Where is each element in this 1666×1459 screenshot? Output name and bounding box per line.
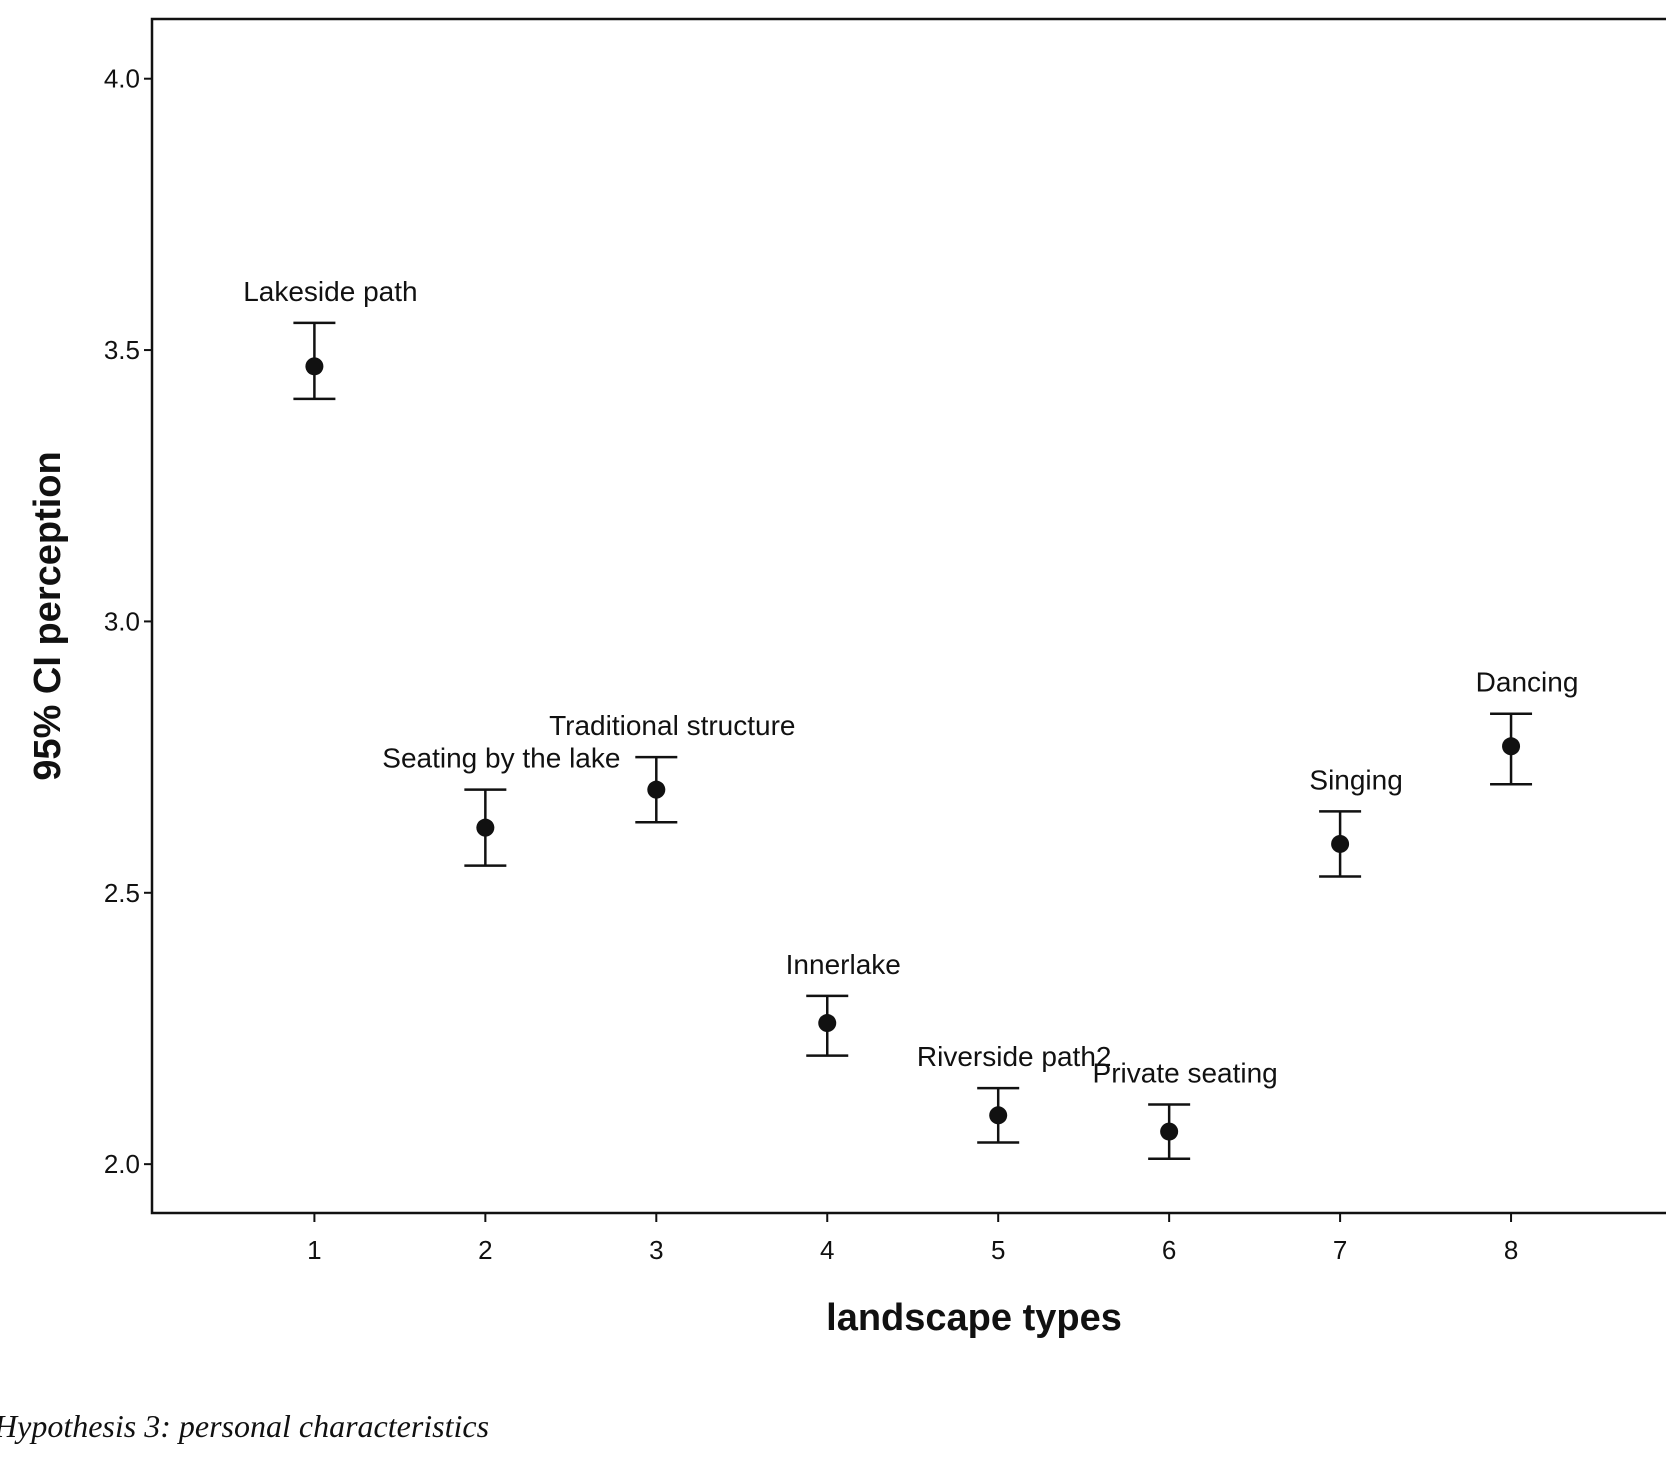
- point-label: Seating by the lake: [382, 743, 620, 774]
- y-axis-title: 95% CI perception: [27, 451, 69, 780]
- point-label: Dancing: [1476, 667, 1579, 698]
- point-label: Singing: [1309, 764, 1402, 795]
- data-point: [1160, 1122, 1179, 1141]
- chart: 2.0 2.5 3.0 3.5 4.0 1 2 3 4 5 6 7 8 Lakeside path Se…: [27, 17, 1666, 1339]
- plot-frame: [150, 17, 1666, 1215]
- x-tick-label: 1: [307, 1235, 321, 1265]
- point-label: Lakeside path: [243, 276, 417, 307]
- data-point: [989, 1106, 1008, 1125]
- data-point-group: Seating by the lake: [382, 743, 620, 867]
- x-tick-label: 5: [991, 1235, 1005, 1265]
- point-label: Riverside path2: [917, 1041, 1112, 1072]
- y-axis: 2.0 2.5 3.0 3.5 4.0: [104, 64, 152, 1179]
- data-point: [647, 780, 666, 799]
- point-label: Private seating: [1093, 1057, 1278, 1088]
- x-tick-label: 3: [649, 1235, 663, 1265]
- x-tick-label: 6: [1162, 1235, 1176, 1265]
- data-point: [1331, 834, 1350, 853]
- point-label: Innerlake: [786, 949, 901, 980]
- data-point: [476, 818, 495, 837]
- data-point-group: Dancing: [1476, 667, 1579, 786]
- data-point-group: Innerlake: [786, 949, 901, 1057]
- data-points: Lakeside path Seating by the lakeTraditio…: [243, 276, 1579, 1160]
- x-axis: 1 2 3 4 5 6 7 8: [307, 1213, 1518, 1265]
- data-point: [305, 357, 324, 376]
- y-tick-label: 3.0: [104, 606, 140, 636]
- data-point-group: Lakeside path: [243, 276, 418, 401]
- data-point: [818, 1014, 837, 1033]
- x-tick-label: 2: [478, 1235, 492, 1265]
- x-tick-label: 7: [1333, 1235, 1347, 1265]
- point-label: Traditional structure: [549, 710, 795, 741]
- figure-caption: Hypothesis 3: personal characteristics: [0, 1408, 490, 1444]
- data-point-group: Singing: [1309, 764, 1403, 878]
- y-tick-label: 2.5: [104, 878, 140, 908]
- data-point-group: Riverside path2: [917, 1041, 1112, 1144]
- data-point-group: Traditional structure: [549, 710, 796, 824]
- y-tick-label: 3.5: [104, 335, 140, 365]
- x-tick-label: 4: [820, 1235, 834, 1265]
- x-tick-label: 8: [1504, 1235, 1518, 1265]
- data-point: [1502, 737, 1521, 756]
- data-point-group: Private seating: [1093, 1057, 1278, 1160]
- x-axis-title: landscape types: [826, 1297, 1122, 1339]
- y-tick-label: 4.0: [104, 64, 140, 94]
- y-tick-label: 2.0: [104, 1149, 140, 1179]
